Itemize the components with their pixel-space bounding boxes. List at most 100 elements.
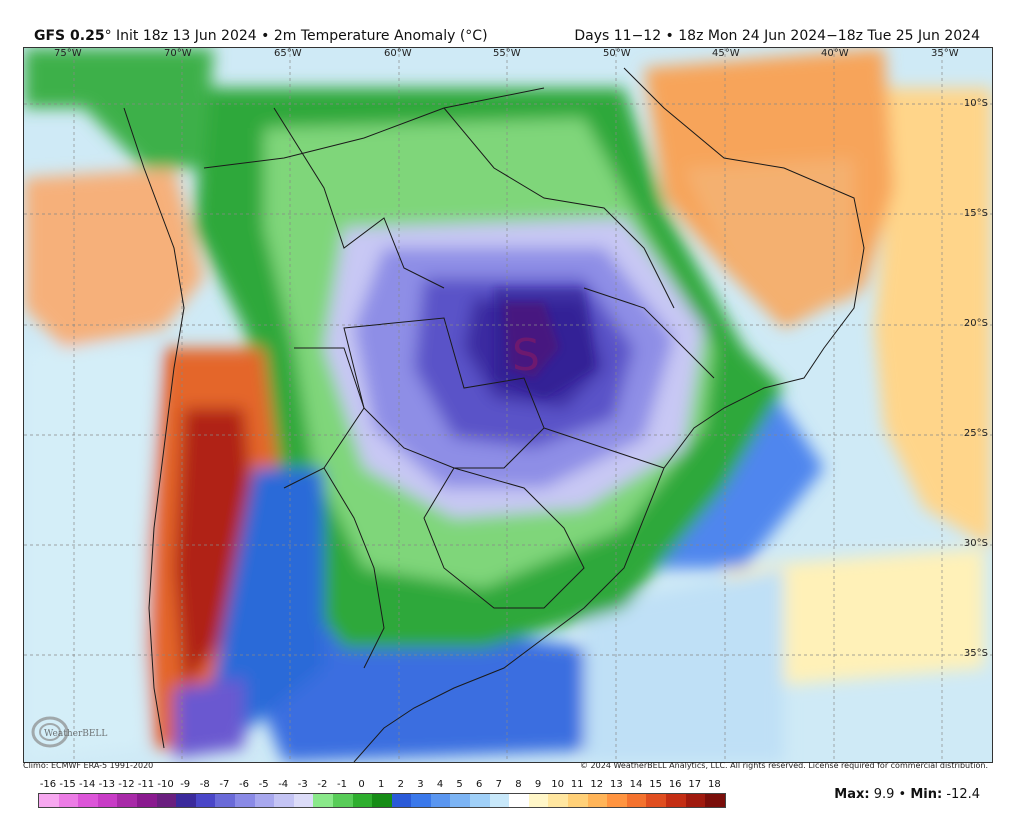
init-time: Init 18z 13 Jun 2024	[116, 28, 257, 44]
lat-label: 25°S	[963, 428, 988, 439]
legend-color-cell	[666, 794, 686, 807]
legend-color-cell	[568, 794, 588, 807]
legend-tick-label: -2	[317, 779, 328, 790]
legend-tick-label: 8	[515, 779, 522, 790]
legend-tick-label: -6	[239, 779, 249, 790]
legend-color-cell	[470, 794, 490, 807]
valid-period: Days 11−12 • 18z Mon 24 Jun 2024−18z Tue…	[574, 28, 980, 44]
legend-color-cell	[117, 794, 137, 807]
legend-tick-label: -13	[98, 779, 115, 790]
legend-tick-label: 10	[551, 779, 564, 790]
legend-tick-label: 5	[456, 779, 463, 790]
cold-core-marker: S	[512, 330, 540, 381]
legend-color-cell	[136, 794, 157, 807]
max-min-readout: Max: 9.9 • Min: -12.4	[834, 787, 980, 802]
variable-name: 2m Temperature Anomaly (°C)	[273, 28, 488, 44]
svg-text:WeatherBELL: WeatherBELL	[44, 729, 107, 739]
legend-tick-label: 12	[590, 779, 604, 790]
lat-label: 30°S	[963, 538, 988, 549]
legend-color-cell	[156, 794, 177, 807]
bullet: •	[261, 28, 270, 44]
legend-color-cell	[97, 794, 118, 807]
legend-tick-label: -16	[39, 779, 57, 790]
legend-tick-label: -1	[337, 779, 347, 790]
legend-tick-label: -11	[137, 779, 155, 790]
weatherbell-logo: WeatherBELL	[31, 716, 107, 748]
legend-color-cell	[587, 794, 608, 807]
legend-tick-label: 6	[476, 779, 483, 790]
legend-tick-label: 15	[649, 779, 662, 790]
legend-tick-label: -10	[157, 779, 174, 790]
legend-color-cell	[176, 794, 196, 807]
legend-color-cell	[528, 794, 549, 807]
lon-label: 70°W	[164, 48, 192, 59]
lon-label: 40°W	[821, 48, 849, 59]
lon-label: 35°W	[931, 48, 959, 59]
legend-color-cell	[705, 794, 725, 807]
legend-tick-label: 11	[570, 779, 584, 790]
lat-lon-grid	[24, 48, 992, 762]
legend-tick-label: 14	[629, 779, 643, 790]
legend-tick-label: 13	[610, 779, 623, 790]
min-label: Min:	[910, 787, 943, 802]
legend-colorbar	[38, 793, 726, 808]
legend-tick-label: -15	[59, 779, 76, 790]
legend-color-cell	[509, 794, 529, 807]
legend-color-cell	[293, 794, 314, 807]
legend-color-cell	[548, 794, 569, 807]
legend-color-cell	[254, 794, 275, 807]
legend-tick-label: 18	[708, 779, 721, 790]
separator: •	[898, 787, 907, 802]
legend-tick-label: 9	[534, 779, 542, 790]
legend-color-cell	[372, 794, 392, 807]
max-value: 9.9	[873, 787, 895, 802]
legend-tick-label: 3	[417, 779, 424, 790]
legend-color-cell	[430, 794, 451, 807]
legend-color-cell	[58, 794, 79, 807]
lon-label: 55°W	[493, 48, 521, 59]
legend-color-cell	[489, 794, 510, 807]
lon-label: 45°W	[712, 48, 740, 59]
legend-color-cell	[626, 794, 647, 807]
model-name: GFS 0.25	[34, 28, 105, 44]
legend-tick-label: 4	[436, 779, 444, 790]
legend-tick-label: -3	[297, 779, 308, 790]
lon-label: 65°W	[274, 48, 302, 59]
temperature-anomaly-map: S	[24, 48, 992, 762]
min-value: -12.4	[946, 787, 980, 802]
lat-label: 15°S	[963, 208, 988, 219]
header: GFS 0.25° Init 18z 13 Jun 2024 • 2m Temp…	[0, 0, 1014, 46]
climo-note: Climo: ECMWF ERA-5 1991-2020	[23, 761, 154, 770]
lat-label: 10°S	[963, 98, 988, 109]
legend-tick-label: 1	[378, 779, 385, 790]
legend-color-cell	[195, 794, 216, 807]
lon-label: 60°W	[384, 48, 412, 59]
lat-label: 20°S	[963, 318, 988, 329]
legend-color-cell	[39, 794, 59, 807]
legend-color-cell	[646, 794, 666, 807]
legend-color-cell	[450, 794, 471, 807]
legend-tick-label: -4	[278, 779, 289, 790]
chart-title: GFS 0.25° Init 18z 13 Jun 2024 • 2m Temp…	[34, 28, 488, 44]
legend-color-cell	[391, 794, 412, 807]
legend-tick-label: -5	[258, 779, 269, 790]
legend-color-cell	[411, 794, 431, 807]
legend-color-cell	[685, 794, 706, 807]
map-panel: S 75°W 70°W 65°W 60°W 55°W 50°W 45°W 40°…	[23, 47, 993, 763]
legend-color-cell	[332, 794, 353, 807]
legend-tick-label: 7	[495, 779, 502, 790]
copyright-note: © 2024 WeatherBELL Analytics, LLC. All r…	[580, 761, 988, 770]
lon-label: 75°W	[54, 48, 82, 59]
degree-symbol: °	[104, 28, 112, 44]
legend-tick-label: 0	[358, 779, 365, 790]
legend-tick-label: -7	[219, 779, 230, 790]
legend-tick-label: 16	[668, 779, 682, 790]
coastlines-borders	[123, 67, 865, 762]
legend-tick-label: 17	[688, 779, 702, 790]
legend-color-cell	[352, 794, 373, 807]
legend-tick-label: -14	[79, 779, 96, 790]
legend-color-cell	[234, 794, 255, 807]
lat-label: 35°S	[963, 648, 988, 659]
legend-color-cell	[607, 794, 627, 807]
legend-tick-label: 2	[397, 779, 404, 790]
